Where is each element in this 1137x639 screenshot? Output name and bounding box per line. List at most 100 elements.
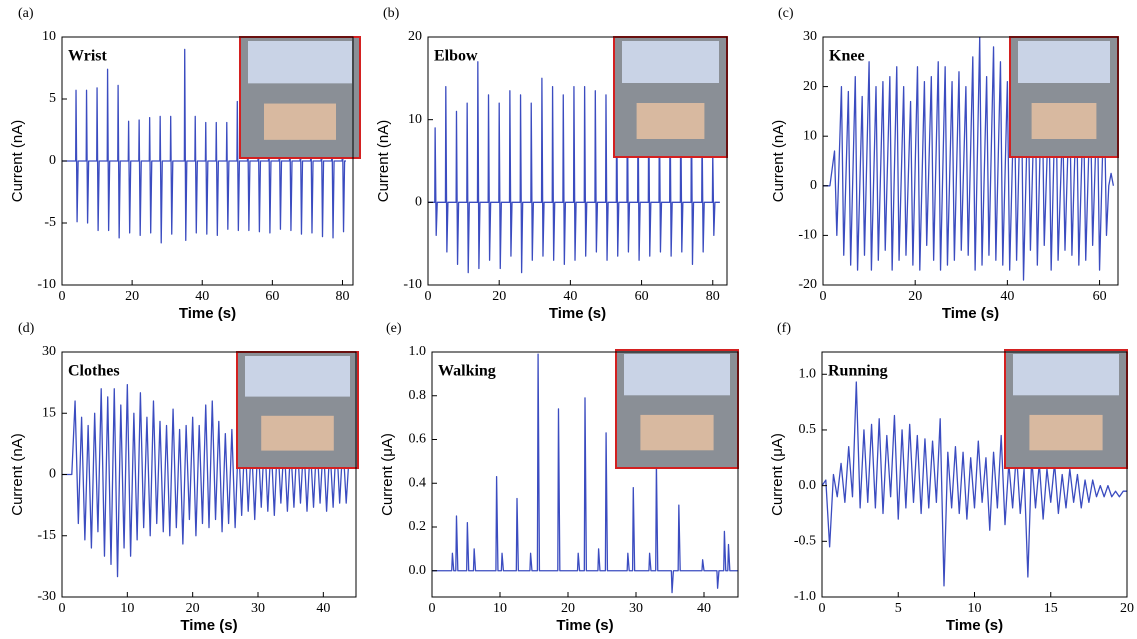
x-tick-label: 10 xyxy=(968,601,982,616)
y-tick-label: 1.0 xyxy=(799,366,817,381)
inset-skin xyxy=(640,414,714,451)
y-tick-label: 0.0 xyxy=(799,478,817,493)
y-tick-label: -30 xyxy=(37,589,56,604)
x-axis-label: Time (s) xyxy=(180,617,237,634)
y-tick-label: 10 xyxy=(803,128,817,143)
y-tick-label: -1.0 xyxy=(794,589,816,604)
x-axis-label: Time (s) xyxy=(179,305,236,322)
y-tick-label: -10 xyxy=(37,277,56,292)
x-tick-label: 20 xyxy=(908,289,922,304)
x-axis-label: Time (s) xyxy=(942,305,999,322)
panel-title: Running xyxy=(828,363,888,380)
y-tick-label: 0.4 xyxy=(409,475,427,490)
y-tick-label: 20 xyxy=(803,79,817,94)
panel-label: (b) xyxy=(383,6,400,21)
y-tick-label: 30 xyxy=(803,29,817,44)
x-tick-label: 60 xyxy=(265,289,279,304)
panel-label: (f) xyxy=(777,321,791,336)
signal-line xyxy=(822,381,1127,587)
plot-area xyxy=(62,48,346,244)
x-tick-label: 30 xyxy=(251,601,265,616)
panel: 0 10 20 30 40 0.0 0.2 0.4 0.6 0.8 1.0 (e) Walking Tim… xyxy=(379,321,739,634)
plot-area xyxy=(428,61,720,274)
inset-skin xyxy=(261,415,334,451)
x-tick-label: 10 xyxy=(120,601,134,616)
y-tick-label: 0 xyxy=(49,153,56,168)
y-axis-label: Current (nA) xyxy=(770,120,787,203)
x-tick-label: 40 xyxy=(1000,289,1014,304)
x-tick-label: 0 xyxy=(59,289,66,304)
inset-screen xyxy=(622,41,719,83)
x-tick-label: 0 xyxy=(425,289,432,304)
panel-label: (e) xyxy=(386,321,402,336)
y-tick-label: 0.6 xyxy=(409,432,427,447)
panel-title: Knee xyxy=(829,48,865,65)
inset-skin xyxy=(1029,414,1103,451)
y-tick-label: 0 xyxy=(810,178,817,193)
x-tick-label: 60 xyxy=(635,289,649,304)
inset-skin xyxy=(264,103,336,140)
x-tick-label: 40 xyxy=(563,289,577,304)
y-tick-label: -10 xyxy=(403,277,422,292)
y-tick-label: 0.2 xyxy=(409,519,427,534)
panel: 0 20 40 60 -20 -10 0 10 20 30 (c) Knee Time (s) Curre… xyxy=(770,6,1119,322)
y-tick-label: 1.0 xyxy=(409,344,427,359)
signal-line xyxy=(62,48,346,244)
inset-screen xyxy=(245,356,350,397)
x-axis-label: Time (s) xyxy=(946,617,1003,634)
x-tick-label: 0 xyxy=(59,601,66,616)
y-tick-label: 15 xyxy=(42,405,56,420)
y-tick-label: 30 xyxy=(42,344,56,359)
plot-area xyxy=(432,353,738,594)
x-tick-label: 40 xyxy=(697,601,711,616)
x-tick-label: 30 xyxy=(629,601,643,616)
signal-line xyxy=(432,353,738,594)
y-tick-label: -15 xyxy=(37,528,56,543)
inset-skin xyxy=(636,103,705,139)
y-axis-label: Current (μA) xyxy=(379,433,396,516)
y-tick-label: 10 xyxy=(42,29,56,44)
y-axis-label: Current (μA) xyxy=(769,433,786,516)
axes-frame xyxy=(431,351,739,598)
inset-screen xyxy=(248,41,352,84)
x-tick-label: 20 xyxy=(492,289,506,304)
x-tick-label: 80 xyxy=(335,289,349,304)
x-tick-label: 20 xyxy=(125,289,139,304)
y-tick-label: -10 xyxy=(798,228,817,243)
panel-label: (c) xyxy=(778,6,794,21)
panel-title: Elbow xyxy=(434,48,478,65)
x-tick-label: 80 xyxy=(706,289,720,304)
panel-title: Walking xyxy=(438,363,496,380)
panel-title: Clothes xyxy=(68,363,120,380)
y-tick-label: 0.8 xyxy=(409,388,427,403)
y-tick-label: -5 xyxy=(44,215,56,230)
inset-skin xyxy=(1031,103,1097,139)
x-tick-label: 15 xyxy=(1044,601,1058,616)
panel: 0 10 20 30 40 -30 -15 0 15 30 (d) Clothes Time (s) Cu… xyxy=(9,321,359,634)
x-axis-label: Time (s) xyxy=(549,305,606,322)
panel: 0 5 10 15 20 -1.0 -0.5 0.0 0.5 1.0 (f) Running Time … xyxy=(769,321,1134,634)
x-axis-label: Time (s) xyxy=(556,617,613,634)
x-tick-label: 10 xyxy=(493,601,507,616)
y-axis-label: Current (nA) xyxy=(9,120,26,203)
panel-label: (d) xyxy=(18,321,35,336)
panel-title: Wrist xyxy=(68,48,107,65)
inset-screen xyxy=(624,354,730,396)
y-tick-label: 0.5 xyxy=(799,422,817,437)
x-tick-label: 0 xyxy=(429,601,436,616)
inset-screen xyxy=(1018,41,1110,83)
panel-label: (a) xyxy=(18,6,34,21)
y-tick-label: 20 xyxy=(408,29,422,44)
x-tick-label: 40 xyxy=(195,289,209,304)
y-tick-label: -20 xyxy=(798,277,817,292)
y-tick-label: 0.0 xyxy=(409,563,427,578)
y-tick-label: 10 xyxy=(408,112,422,127)
y-tick-label: 5 xyxy=(49,91,56,106)
x-tick-label: 0 xyxy=(819,601,826,616)
x-tick-label: 0 xyxy=(820,289,827,304)
x-tick-label: 60 xyxy=(1093,289,1107,304)
signal-line xyxy=(428,61,720,274)
x-tick-label: 20 xyxy=(561,601,575,616)
